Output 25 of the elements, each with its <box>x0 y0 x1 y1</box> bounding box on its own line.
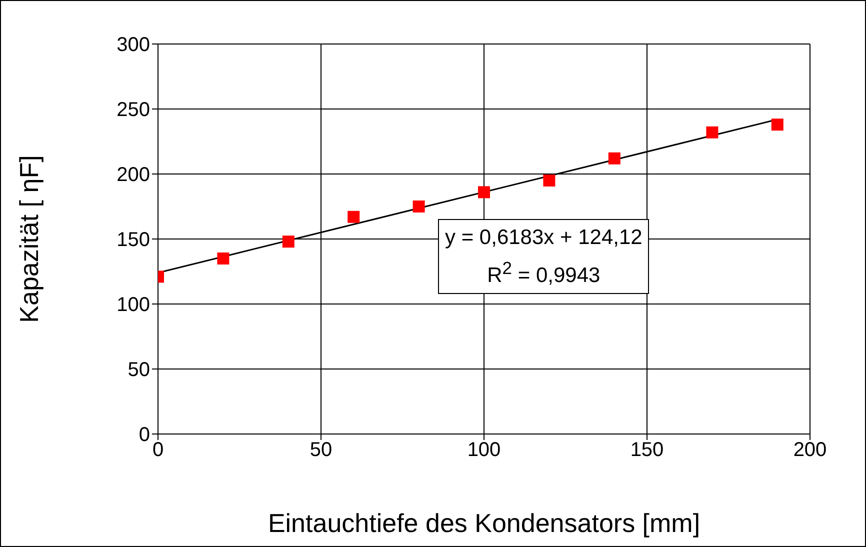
annotation: y = 0,6183x + 124,12 <box>445 225 642 251</box>
point <box>608 152 620 164</box>
x-axis-title: Eintauchtiefe des Kondensators [mm] <box>268 508 700 538</box>
x-tick-label: 0 <box>152 439 164 462</box>
point <box>771 118 784 131</box>
y-tick-label: 0 <box>138 424 150 446</box>
annotation: R$^{2}$ = 0,9943 <box>486 257 602 289</box>
y-tick-label: 200 <box>116 164 150 186</box>
point <box>348 210 360 223</box>
y-tick-label: 250 <box>116 99 150 122</box>
point <box>478 186 490 198</box>
y-axis-title: Kapazität [ ηF] <box>14 155 44 323</box>
x-tick-label: 200 <box>793 439 827 462</box>
y-tick-label: 50 <box>128 359 150 382</box>
point <box>282 236 294 248</box>
y-tick-label: 300 <box>116 34 150 56</box>
point <box>706 126 718 138</box>
y-tick-label: 150 <box>116 229 150 252</box>
x-tick-label: 150 <box>630 439 664 462</box>
x-tick-label: 50 <box>310 439 332 462</box>
point <box>412 200 425 212</box>
y-tick-label: 100 <box>116 294 150 316</box>
point <box>217 252 230 264</box>
point <box>543 174 556 186</box>
x-tick-label: 100 <box>467 439 501 462</box>
